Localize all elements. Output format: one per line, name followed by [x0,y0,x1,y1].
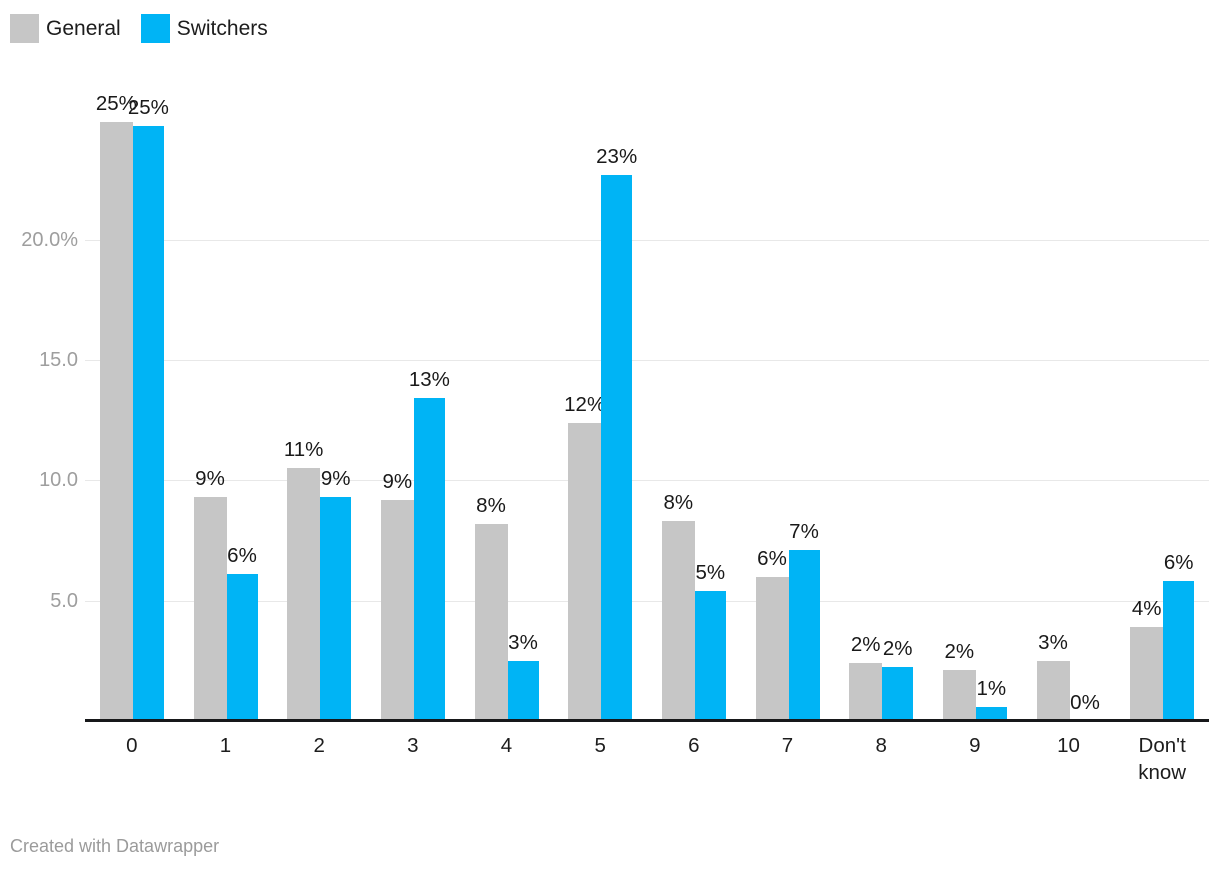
x-axis-line [85,719,1209,722]
x-tick-label-10: 10 [1057,734,1080,757]
bar-label-general-7: 6% [757,546,787,570]
bar-general-5[interactable] [568,422,602,721]
bar-general-0[interactable] [99,121,133,721]
legend-swatch-switchers [140,14,170,43]
bar-label-general-2: 11% [283,438,324,462]
legend: General Switchers [10,14,288,43]
bar-label-general-5: 12% [564,392,606,416]
bar-label-general-8: 2% [850,633,881,657]
y-tick-label-15: 15.0 [39,348,78,371]
bar-label-switchers-1: 6% [227,544,257,568]
y-tick-label-5: 5.0 [50,589,78,612]
bar-switchers-6[interactable] [694,591,726,721]
bar-general-don't-know[interactable] [1130,627,1164,721]
y-tick-label-20: 20.0% [21,228,78,251]
bar-label-switchers-5: 23% [596,144,638,168]
x-tick-label-7: 7 [781,734,794,757]
bar-general-9[interactable] [942,670,976,721]
bar-label-switchers-6: 5% [695,561,726,585]
gridline-15 [85,359,1209,361]
bar-label-switchers-8: 2% [882,636,913,660]
bar-switchers-4[interactable] [507,660,539,721]
bar-label-general-6: 8% [663,491,694,515]
attribution: Created with Datawrapper [10,836,220,856]
legend-label-general: General [46,17,121,40]
bar-label-switchers-3: 13% [408,368,450,392]
x-tick-label-5: 5 [594,734,606,757]
bar-switchers-2[interactable] [320,497,352,721]
bar-label-switchers-don't-know: 6% [1163,551,1194,575]
bar-label-switchers-7: 7% [789,520,819,544]
x-tick-label-don't-know: Don't know [1138,734,1187,784]
bar-label-general-1: 9% [195,467,225,491]
bar-switchers-7[interactable] [788,550,820,721]
legend-swatch-general [10,14,39,43]
bar-general-7[interactable] [755,576,789,721]
x-tick-label-9: 9 [969,734,981,757]
legend-item-general: General [10,14,121,43]
legend-item-switchers: Switchers [140,14,268,43]
y-tick-label-10: 10.0 [39,469,78,492]
bar-label-switchers-0: 25% [127,96,169,120]
legend-label-switchers: Switchers [176,17,268,40]
bar-general-4[interactable] [474,523,508,721]
bar-label-general-0: 25% [95,91,137,115]
gridline-20 [85,239,1209,241]
bar-label-general-4: 8% [476,493,506,517]
gridline-5 [85,600,1209,602]
x-tick-label-8: 8 [875,734,887,757]
bar-label-general-don't-know: 4% [1131,597,1162,621]
x-tick-label-4: 4 [500,734,513,757]
bar-label-switchers-4: 3% [508,630,538,654]
bar-switchers-5[interactable] [601,174,633,721]
x-tick-label-2: 2 [313,734,325,757]
bar-label-switchers-10: 0% [1070,691,1100,714]
bar-general-10[interactable] [1036,660,1070,721]
bar-label-switchers-9: 1% [976,676,1007,700]
bar-switchers-don't-know[interactable] [1163,581,1195,721]
x-tick-label-6: 6 [688,734,700,757]
bar-general-6[interactable] [661,521,695,721]
x-tick-label-0: 0 [126,734,138,757]
x-tick-label-3: 3 [407,734,419,757]
bar-label-general-9: 2% [944,640,975,664]
bar-switchers-3[interactable] [413,398,445,721]
bar-switchers-9[interactable] [975,706,1007,721]
bar-general-2[interactable] [287,468,321,721]
bar-general-8[interactable] [849,663,883,721]
bar-switchers-0[interactable] [132,126,164,721]
bar-label-general-10: 3% [1038,630,1068,654]
bar-label-switchers-2: 9% [320,467,351,491]
bar-general-3[interactable] [380,499,414,721]
gridline-10 [85,480,1209,482]
x-tick-label-1: 1 [219,734,232,757]
bar-switchers-8[interactable] [882,666,914,721]
bar-switchers-1[interactable] [226,574,258,721]
bar-general-1[interactable] [193,497,227,721]
bar-label-general-3: 9% [382,469,413,493]
